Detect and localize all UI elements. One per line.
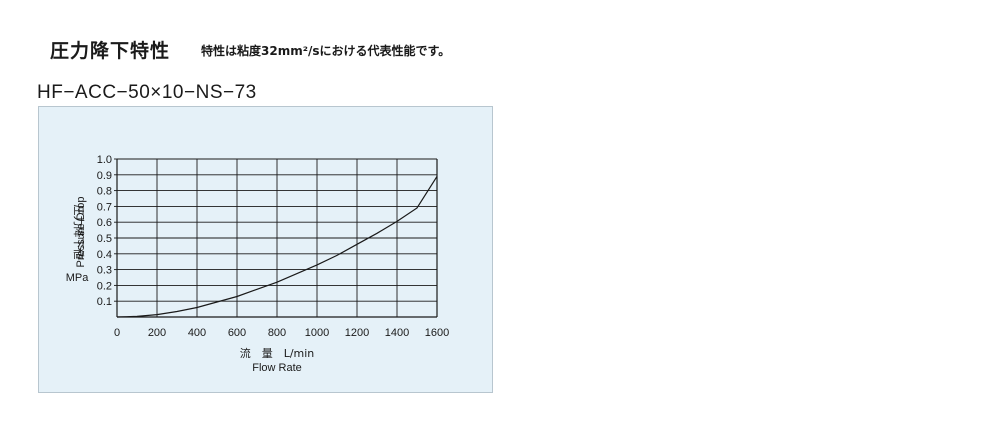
y-tick-label: 0.7 — [97, 201, 112, 213]
y-tick-label: 0.9 — [97, 170, 112, 182]
viscosity-note: 特性は粘度32mm²/sにおける代表性能です。 — [201, 44, 451, 58]
y-tick-label: 0.2 — [97, 280, 112, 292]
y-tick-label: 1.0 — [97, 154, 112, 166]
y-tick-labels: 0.1 0.2 0.3 0.4 0.5 0.6 0.7 0.8 0.9 1.0 — [97, 154, 112, 308]
x-tick-label: 600 — [228, 327, 246, 339]
grid — [114, 158, 438, 318]
x-tick-label: 400 — [188, 327, 206, 339]
x-tick-label: 1400 — [385, 327, 409, 339]
model-number: HF−ACC−50×10−NS−73 — [37, 82, 257, 103]
chart-panel: 0.1 0.2 0.3 0.4 0.5 0.6 0.7 0.8 0.9 1.0 0 200 400 60… — [38, 106, 493, 393]
x-tick-label: 0 — [114, 327, 120, 339]
y-tick-label: 0.4 — [97, 249, 112, 261]
x-tick-label: 200 — [148, 327, 166, 339]
series-line — [116, 176, 438, 318]
x-tick-label: 1200 — [345, 327, 369, 339]
x-axis-label-en: Flow Rate — [252, 362, 302, 374]
x-tick-label: 1000 — [305, 327, 329, 339]
y-tick-label: 0.1 — [97, 296, 112, 308]
y-axis-label-en: Pressure Drop — [75, 197, 87, 268]
y-axis-unit: MPa — [66, 272, 90, 284]
x-tick-label: 800 — [268, 327, 286, 339]
x-axis-label-jp: 流 量 L/min — [240, 346, 315, 360]
y-tick-label: 0.3 — [97, 265, 112, 277]
section-title: 圧力降下特性 — [50, 40, 171, 62]
x-tick-label: 1600 — [425, 327, 449, 339]
y-tick-label: 0.8 — [97, 186, 112, 198]
y-tick-label: 0.5 — [97, 233, 112, 245]
pressure-drop-chart: 0.1 0.2 0.3 0.4 0.5 0.6 0.7 0.8 0.9 1.0 0 200 400 60… — [66, 154, 450, 374]
y-axis-label-jp: 圧力降下値 — [72, 205, 86, 260]
x-tick-labels: 0 200 400 600 800 1000 1200 1400 1600 — [114, 327, 449, 339]
y-tick-label: 0.6 — [97, 217, 112, 229]
